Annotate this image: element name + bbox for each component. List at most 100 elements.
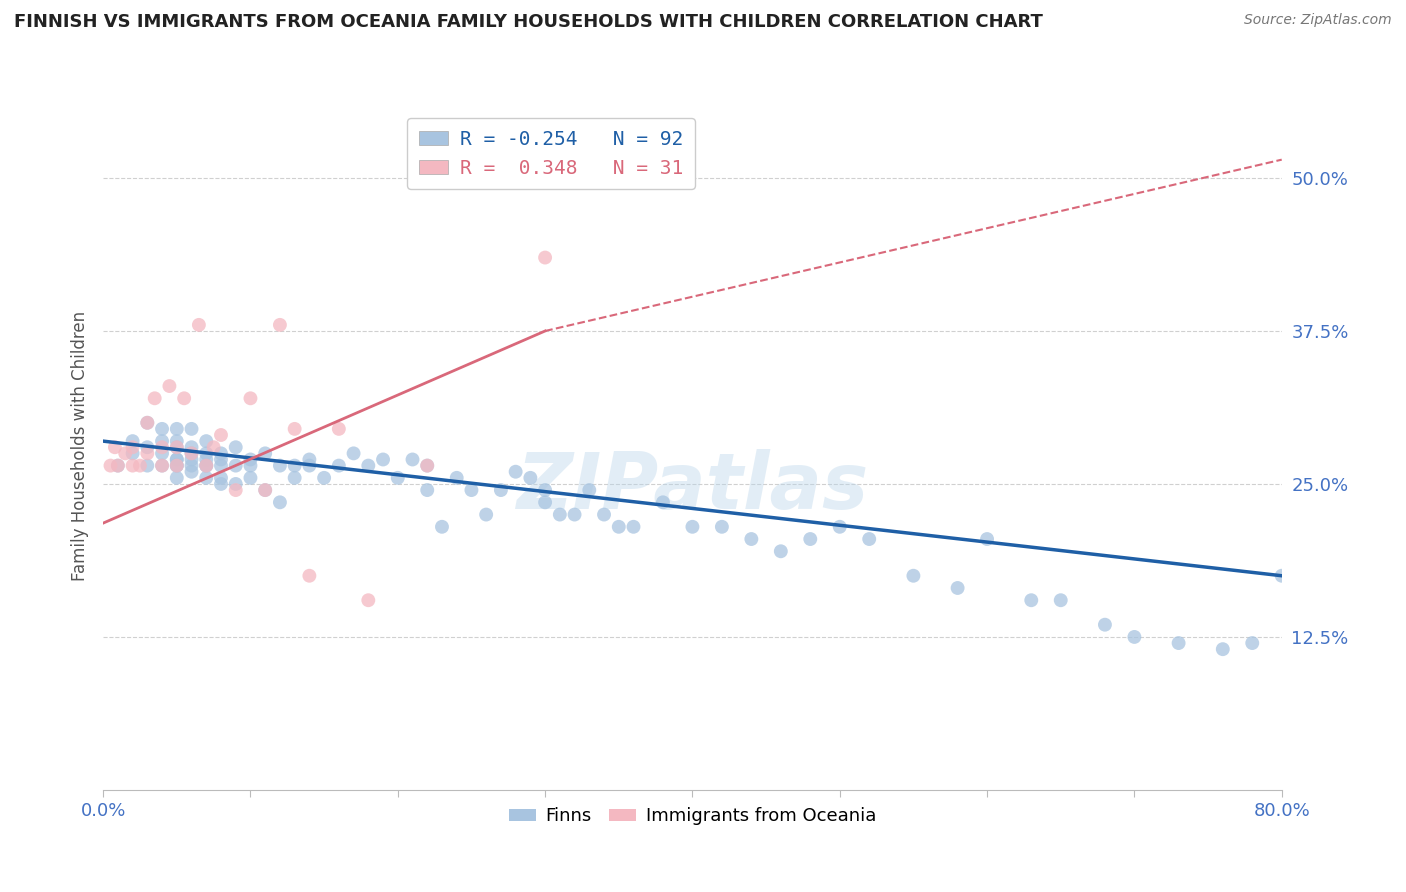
Point <box>166 422 188 436</box>
Point <box>1212 642 1234 657</box>
Point <box>710 520 733 534</box>
Point <box>104 440 127 454</box>
Point <box>357 458 380 473</box>
Point <box>195 458 218 473</box>
Point <box>209 452 232 467</box>
Point <box>446 471 468 485</box>
Point <box>150 422 173 436</box>
Point <box>136 440 159 454</box>
Point <box>314 471 336 485</box>
Point <box>180 440 202 454</box>
Point <box>769 544 792 558</box>
Point <box>371 452 394 467</box>
Point <box>225 458 247 473</box>
Point <box>166 440 188 454</box>
Point <box>460 483 482 497</box>
Point <box>166 452 188 467</box>
Point <box>195 471 218 485</box>
Point <box>652 495 675 509</box>
Point <box>121 440 143 454</box>
Point <box>159 379 181 393</box>
Point <box>1049 593 1071 607</box>
Point <box>578 483 600 497</box>
Point <box>328 422 350 436</box>
Point <box>239 392 262 406</box>
Point <box>195 452 218 467</box>
Point <box>903 568 925 582</box>
Point <box>150 458 173 473</box>
Point <box>180 446 202 460</box>
Point <box>136 446 159 460</box>
Point <box>180 446 202 460</box>
Point <box>225 477 247 491</box>
Point <box>828 520 851 534</box>
Point <box>209 477 232 491</box>
Point <box>1094 617 1116 632</box>
Point <box>107 458 129 473</box>
Point <box>416 458 439 473</box>
Point <box>121 458 143 473</box>
Point <box>858 532 880 546</box>
Point <box>284 458 307 473</box>
Point <box>1271 568 1294 582</box>
Y-axis label: Family Households with Children: Family Households with Children <box>72 310 89 581</box>
Text: Source: ZipAtlas.com: Source: ZipAtlas.com <box>1244 13 1392 28</box>
Point <box>180 465 202 479</box>
Point <box>114 446 136 460</box>
Point <box>946 581 969 595</box>
Point <box>269 318 291 332</box>
Point <box>519 471 541 485</box>
Point <box>1019 593 1042 607</box>
Point <box>209 471 232 485</box>
Point <box>166 471 188 485</box>
Point <box>976 532 998 546</box>
Point <box>254 483 277 497</box>
Point <box>534 251 557 265</box>
Point <box>298 458 321 473</box>
Point <box>505 465 527 479</box>
Point <box>195 434 218 449</box>
Point <box>416 483 439 497</box>
Point <box>1123 630 1146 644</box>
Point <box>166 458 188 473</box>
Point <box>195 458 218 473</box>
Point <box>195 458 218 473</box>
Point <box>107 458 129 473</box>
Point <box>387 471 409 485</box>
Point <box>166 440 188 454</box>
Point <box>166 458 188 473</box>
Point <box>136 416 159 430</box>
Point <box>239 458 262 473</box>
Point <box>150 446 173 460</box>
Point <box>121 446 143 460</box>
Point <box>100 458 122 473</box>
Point <box>489 483 512 497</box>
Point <box>121 434 143 449</box>
Point <box>136 458 159 473</box>
Point <box>607 520 630 534</box>
Point <box>209 446 232 460</box>
Text: FINNISH VS IMMIGRANTS FROM OCEANIA FAMILY HOUSEHOLDS WITH CHILDREN CORRELATION C: FINNISH VS IMMIGRANTS FROM OCEANIA FAMIL… <box>14 13 1043 31</box>
Point <box>269 495 291 509</box>
Point <box>150 458 173 473</box>
Point <box>202 440 225 454</box>
Point <box>143 392 166 406</box>
Point <box>534 495 557 509</box>
Point <box>269 458 291 473</box>
Point <box>401 452 423 467</box>
Point <box>284 422 307 436</box>
Point <box>180 458 202 473</box>
Point <box>328 458 350 473</box>
Point <box>187 318 209 332</box>
Point <box>180 452 202 467</box>
Point <box>136 416 159 430</box>
Point <box>564 508 586 522</box>
Point <box>254 483 277 497</box>
Point <box>1241 636 1264 650</box>
Point <box>284 471 307 485</box>
Point <box>166 434 188 449</box>
Point <box>740 532 762 546</box>
Point <box>416 458 439 473</box>
Point <box>357 593 380 607</box>
Point <box>548 508 571 522</box>
